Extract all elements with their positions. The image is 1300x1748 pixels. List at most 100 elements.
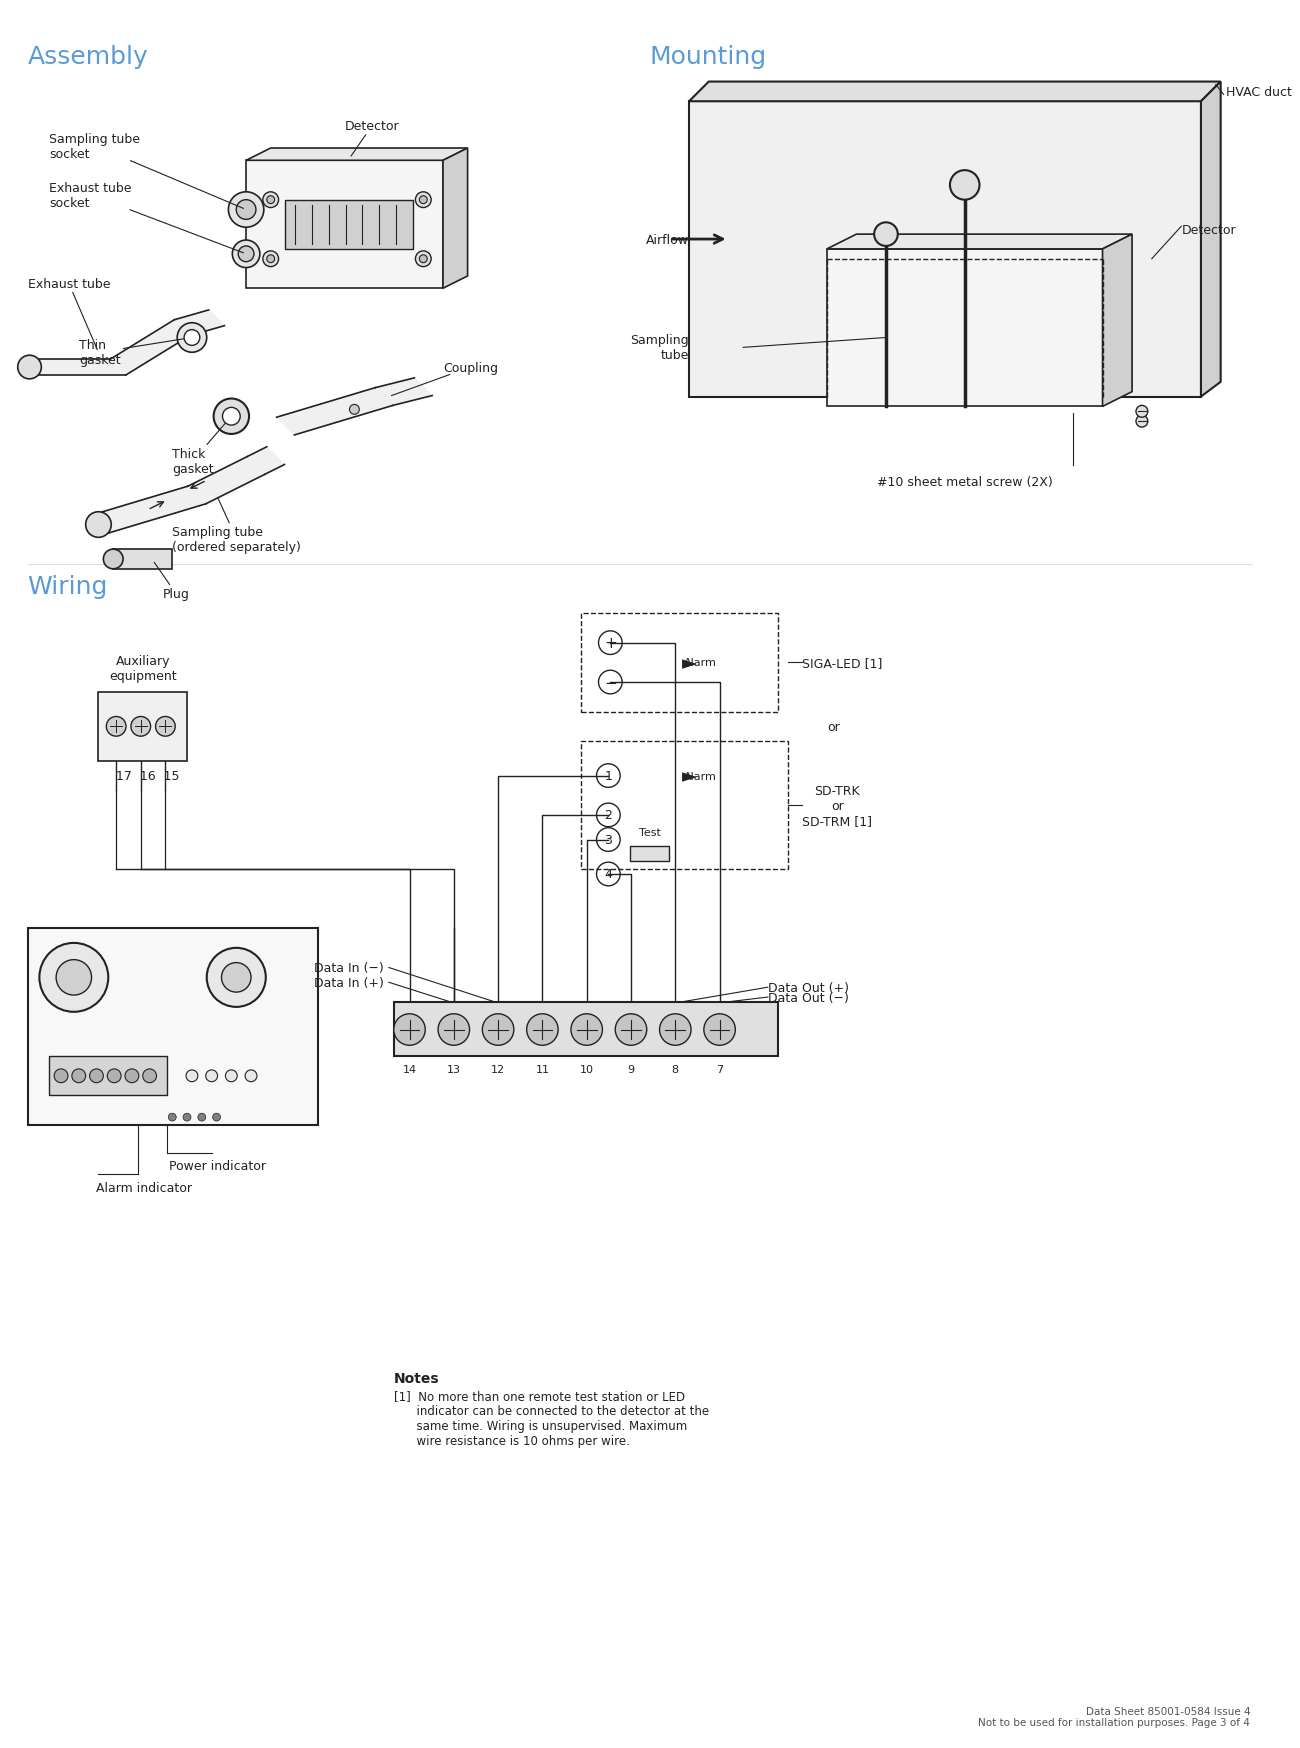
Polygon shape bbox=[376, 379, 432, 406]
Circle shape bbox=[213, 399, 250, 435]
Circle shape bbox=[703, 1014, 736, 1045]
Circle shape bbox=[131, 717, 151, 736]
Polygon shape bbox=[90, 488, 205, 535]
Polygon shape bbox=[111, 320, 190, 376]
Text: Wiring: Wiring bbox=[27, 575, 108, 598]
Text: Test: Test bbox=[638, 827, 660, 837]
Circle shape bbox=[39, 944, 108, 1012]
Circle shape bbox=[183, 1113, 191, 1122]
Text: Auxiliary
equipment: Auxiliary equipment bbox=[109, 656, 177, 683]
Bar bbox=[49, 1056, 168, 1096]
Circle shape bbox=[1136, 406, 1148, 418]
Circle shape bbox=[263, 192, 278, 208]
Polygon shape bbox=[1102, 234, 1132, 407]
Text: ►: ► bbox=[681, 654, 697, 673]
Text: Data In (−): Data In (−) bbox=[315, 961, 383, 974]
Circle shape bbox=[394, 1014, 425, 1045]
Polygon shape bbox=[1201, 82, 1221, 397]
Circle shape bbox=[950, 171, 979, 201]
Circle shape bbox=[350, 406, 359, 414]
Polygon shape bbox=[188, 458, 265, 505]
Circle shape bbox=[186, 1070, 198, 1082]
Text: 1: 1 bbox=[604, 769, 612, 783]
Text: #10 sheet metal screw (2X): #10 sheet metal screw (2X) bbox=[876, 475, 1053, 489]
Polygon shape bbox=[689, 82, 1221, 101]
Circle shape bbox=[246, 1070, 257, 1082]
Text: 11: 11 bbox=[536, 1065, 550, 1075]
Polygon shape bbox=[689, 101, 1201, 397]
Circle shape bbox=[222, 407, 240, 427]
Circle shape bbox=[615, 1014, 647, 1045]
Text: 4: 4 bbox=[604, 869, 612, 881]
Circle shape bbox=[526, 1014, 558, 1045]
Circle shape bbox=[90, 1070, 104, 1084]
Text: Sampling tube
(ordered separately): Sampling tube (ordered separately) bbox=[173, 498, 302, 554]
Bar bbox=[394, 1002, 777, 1056]
Text: Coupling: Coupling bbox=[391, 362, 498, 397]
Text: Mounting: Mounting bbox=[650, 45, 767, 70]
Circle shape bbox=[18, 357, 42, 379]
Text: −: − bbox=[604, 675, 616, 690]
Text: 9: 9 bbox=[628, 1065, 634, 1075]
Text: SD-TRK
or
SD-TRM [1]: SD-TRK or SD-TRM [1] bbox=[802, 785, 872, 827]
Text: Thin
gasket: Thin gasket bbox=[79, 339, 190, 367]
Text: Exhaust tube: Exhaust tube bbox=[27, 278, 110, 351]
Text: 10: 10 bbox=[580, 1065, 594, 1075]
Text: 8: 8 bbox=[672, 1065, 679, 1075]
Circle shape bbox=[205, 1070, 217, 1082]
Circle shape bbox=[238, 246, 254, 262]
Circle shape bbox=[156, 717, 176, 736]
Text: Data Out (+): Data Out (+) bbox=[768, 981, 849, 995]
Circle shape bbox=[263, 252, 278, 267]
Text: 14: 14 bbox=[403, 1065, 416, 1075]
Circle shape bbox=[438, 1014, 469, 1045]
Text: Alarm indicator: Alarm indicator bbox=[96, 1182, 192, 1194]
Text: or: or bbox=[827, 720, 840, 734]
Bar bbox=[286, 201, 413, 250]
Circle shape bbox=[482, 1014, 514, 1045]
Text: HVAC duct: HVAC duct bbox=[1226, 86, 1291, 100]
Text: Thick
gasket: Thick gasket bbox=[173, 420, 230, 475]
Circle shape bbox=[221, 963, 251, 993]
Circle shape bbox=[229, 192, 264, 227]
Circle shape bbox=[233, 241, 260, 269]
Circle shape bbox=[125, 1070, 139, 1084]
Circle shape bbox=[213, 1113, 221, 1122]
Text: Airflow: Airflow bbox=[646, 234, 689, 246]
Text: +: + bbox=[604, 636, 616, 650]
Circle shape bbox=[104, 551, 124, 570]
Bar bbox=[113, 551, 173, 570]
Text: Data Out (−): Data Out (−) bbox=[768, 991, 849, 1003]
Circle shape bbox=[416, 252, 432, 267]
Polygon shape bbox=[277, 388, 393, 435]
Circle shape bbox=[420, 196, 428, 205]
Text: Sampling tube
socket: Sampling tube socket bbox=[49, 133, 243, 210]
Bar bbox=[99, 692, 187, 762]
Text: Plug: Plug bbox=[155, 563, 190, 601]
Circle shape bbox=[107, 717, 126, 736]
Bar bbox=[630, 848, 670, 862]
Text: Exhaust tube
socket: Exhaust tube socket bbox=[49, 182, 243, 253]
Circle shape bbox=[55, 1070, 68, 1084]
Circle shape bbox=[266, 196, 274, 205]
Circle shape bbox=[420, 255, 428, 264]
Text: 7: 7 bbox=[716, 1065, 723, 1075]
Circle shape bbox=[1136, 416, 1148, 428]
Circle shape bbox=[237, 201, 256, 220]
Circle shape bbox=[198, 1113, 205, 1122]
Text: Detector: Detector bbox=[344, 121, 399, 157]
Circle shape bbox=[72, 1070, 86, 1084]
Polygon shape bbox=[443, 149, 468, 288]
Text: Data Sheet 85001-0584 Issue 4
Not to be used for installation purposes. Page 3 o: Data Sheet 85001-0584 Issue 4 Not to be … bbox=[979, 1706, 1251, 1727]
Circle shape bbox=[659, 1014, 692, 1045]
Polygon shape bbox=[827, 234, 1132, 250]
Text: Alarm: Alarm bbox=[684, 657, 718, 668]
Text: [1]  No more than one remote test station or LED
      indicator can be connecte: [1] No more than one remote test station… bbox=[394, 1390, 708, 1447]
Polygon shape bbox=[247, 447, 285, 475]
Text: Data In (+): Data In (+) bbox=[315, 975, 383, 989]
Polygon shape bbox=[827, 250, 1102, 407]
Text: 2: 2 bbox=[604, 809, 612, 822]
Text: Power indicator: Power indicator bbox=[169, 1161, 266, 1173]
Circle shape bbox=[266, 255, 274, 264]
Polygon shape bbox=[246, 149, 468, 161]
